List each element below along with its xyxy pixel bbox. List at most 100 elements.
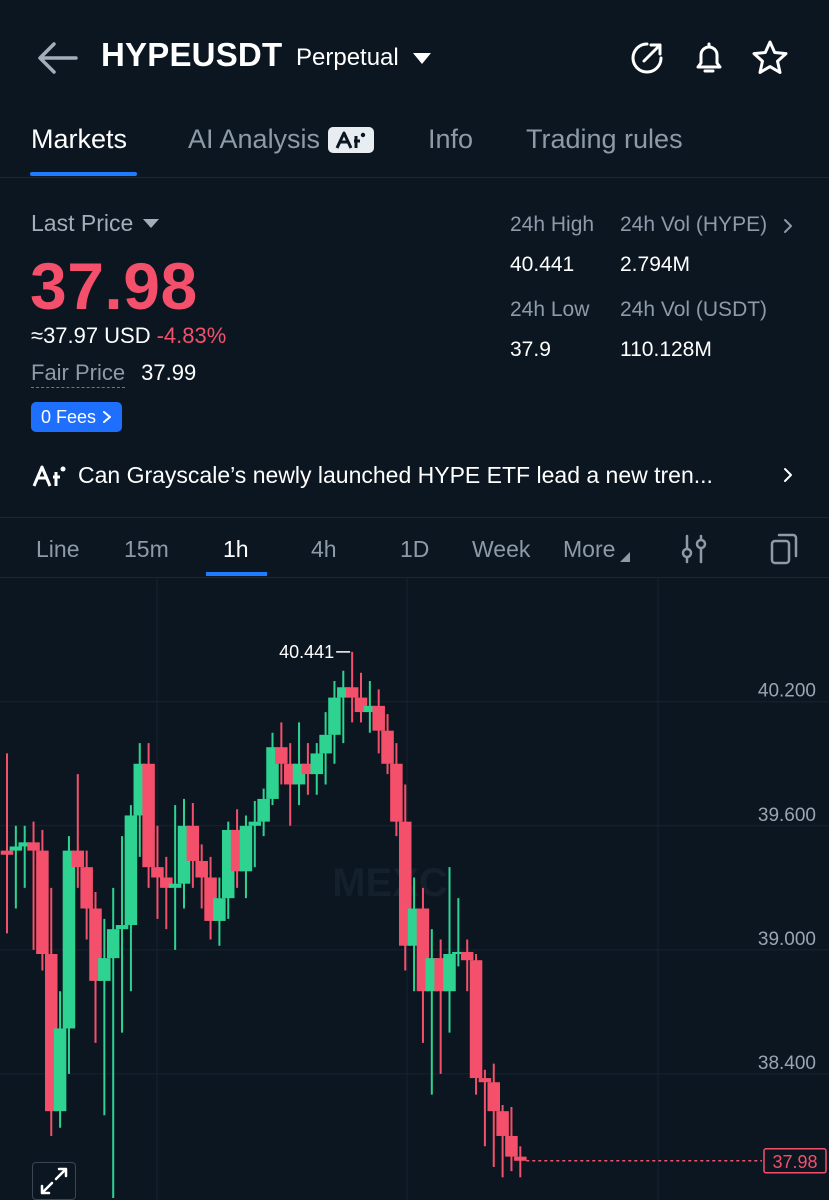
candle xyxy=(337,670,350,744)
candle-body xyxy=(443,954,456,992)
usd-unit: USD xyxy=(104,323,151,348)
interval-more[interactable]: More xyxy=(563,536,631,563)
candle xyxy=(195,844,208,909)
symbol-title: HYPEUSDT xyxy=(101,36,283,73)
candle-body xyxy=(505,1135,518,1157)
watermark-text: MEXC xyxy=(332,861,448,905)
candle-body xyxy=(328,697,341,735)
chevron-right-icon[interactable] xyxy=(782,217,794,235)
fair-price-label[interactable]: Fair Price xyxy=(31,360,126,388)
usd-price-value: ≈37.97 xyxy=(31,323,99,348)
contract-type-dropdown[interactable]: Perpetual xyxy=(296,44,431,72)
candle xyxy=(115,836,129,1033)
candle xyxy=(151,825,164,919)
candle-body xyxy=(239,825,253,872)
bell-icon[interactable] xyxy=(689,38,729,78)
candle-body xyxy=(18,842,31,847)
candle-body xyxy=(186,825,200,861)
indicator-settings-icon[interactable] xyxy=(680,534,708,564)
usd-price-line: ≈37.97 USD -4.83% xyxy=(31,323,226,349)
candle-body xyxy=(319,734,332,754)
candle xyxy=(301,743,315,795)
tab-markets[interactable]: Markets xyxy=(31,124,127,155)
y-tick-label: 39.600 xyxy=(758,805,816,826)
tab-ai-analysis-label: AI Analysis xyxy=(188,124,321,154)
candle xyxy=(53,991,67,1128)
candle xyxy=(381,714,394,775)
price-change-percent: -4.83% xyxy=(156,323,227,348)
candle xyxy=(27,821,40,950)
interval-week[interactable]: Week xyxy=(472,536,531,562)
last-price-value: 37.98 xyxy=(30,249,198,323)
interval-selector: Line 15m 1h 4h 1D Week More xyxy=(0,518,829,578)
copy-layout-icon[interactable] xyxy=(769,532,799,566)
candle xyxy=(372,689,385,754)
y-tick-label: 40.200 xyxy=(758,681,816,702)
tab-info[interactable]: Info xyxy=(428,124,473,155)
back-arrow-icon[interactable] xyxy=(34,38,80,78)
news-headline: Can Grayscale’s newly launched HYPE ETF … xyxy=(78,462,713,488)
candle-body xyxy=(310,753,323,775)
contract-type-label: Perpetual xyxy=(296,44,399,71)
chart-markers: 40.441 37.98 xyxy=(279,642,827,1174)
price-axis: 40.200 39.600 39.000 38.400 xyxy=(758,681,816,1074)
candle xyxy=(257,788,270,837)
interval-line[interactable]: Line xyxy=(36,536,80,562)
active-interval-indicator xyxy=(206,572,267,576)
interval-1h[interactable]: 1h xyxy=(223,536,249,562)
fair-price-line: Fair Price 37.99 xyxy=(31,360,196,388)
candle xyxy=(248,800,262,868)
tab-trading-rules[interactable]: Trading rules xyxy=(526,124,683,155)
expand-chart-icon[interactable] xyxy=(32,1162,76,1200)
zero-fees-button[interactable]: 0 Fees xyxy=(31,402,123,432)
candle-body xyxy=(390,763,403,822)
chart-canvas[interactable]: MEXC 40.200 39.600 39.000 38.400 40.441 37.9… xyxy=(0,578,829,1200)
candle xyxy=(98,918,111,1116)
vol-hype-label[interactable]: 24h Vol (HYPE) xyxy=(620,213,768,236)
star-icon[interactable] xyxy=(750,38,790,78)
fair-price-value: 37.99 xyxy=(141,360,197,385)
news-banner[interactable]: Can Grayscale’s newly launched HYPE ETF … xyxy=(0,450,829,500)
high-marker-label: 40.441 xyxy=(279,642,334,662)
candlestick-chart[interactable]: MEXC 40.200 39.600 39.000 38.400 40.441 37.9… xyxy=(0,578,829,1200)
candle xyxy=(487,1063,500,1167)
chevron-down-icon xyxy=(412,52,431,64)
chevron-right-icon xyxy=(103,411,112,423)
candle-body xyxy=(62,850,76,1029)
candle-body xyxy=(53,1028,67,1112)
interval-4h[interactable]: 4h xyxy=(311,536,337,562)
interval-more-label: More xyxy=(563,536,616,562)
candle-body xyxy=(124,815,138,926)
tab-markets-label: Markets xyxy=(31,124,128,154)
chart-watermark: MEXC xyxy=(332,861,448,905)
candle xyxy=(496,1104,509,1178)
high-24h-label: 24h High xyxy=(510,213,595,236)
candle xyxy=(71,774,85,888)
last-price-tag-label: 37.98 xyxy=(772,1152,817,1172)
candle-series xyxy=(0,651,527,1198)
candle xyxy=(62,836,76,1074)
tab-ai-analysis[interactable]: AI Analysis xyxy=(188,124,375,155)
candle-body xyxy=(71,850,85,868)
interval-15m[interactable]: 15m xyxy=(124,536,169,562)
candle xyxy=(124,805,138,992)
candle-body xyxy=(257,798,270,822)
candle-body xyxy=(345,687,359,698)
last-price-selector[interactable]: Last Price xyxy=(31,210,160,237)
candle-body xyxy=(372,705,385,731)
interval-1d[interactable]: 1D xyxy=(400,536,430,562)
candle-body xyxy=(27,842,40,851)
candle xyxy=(345,651,359,723)
candle xyxy=(460,939,474,992)
candle xyxy=(469,954,483,1095)
high-24h-value: 40.441 xyxy=(510,253,575,276)
candle xyxy=(328,681,341,764)
candle-body xyxy=(337,687,350,698)
candle xyxy=(478,1069,492,1147)
candle-body xyxy=(142,763,155,868)
candle xyxy=(310,743,323,795)
candle xyxy=(292,722,306,806)
candle xyxy=(363,681,377,733)
share-icon[interactable] xyxy=(627,38,667,78)
candle xyxy=(390,743,403,837)
